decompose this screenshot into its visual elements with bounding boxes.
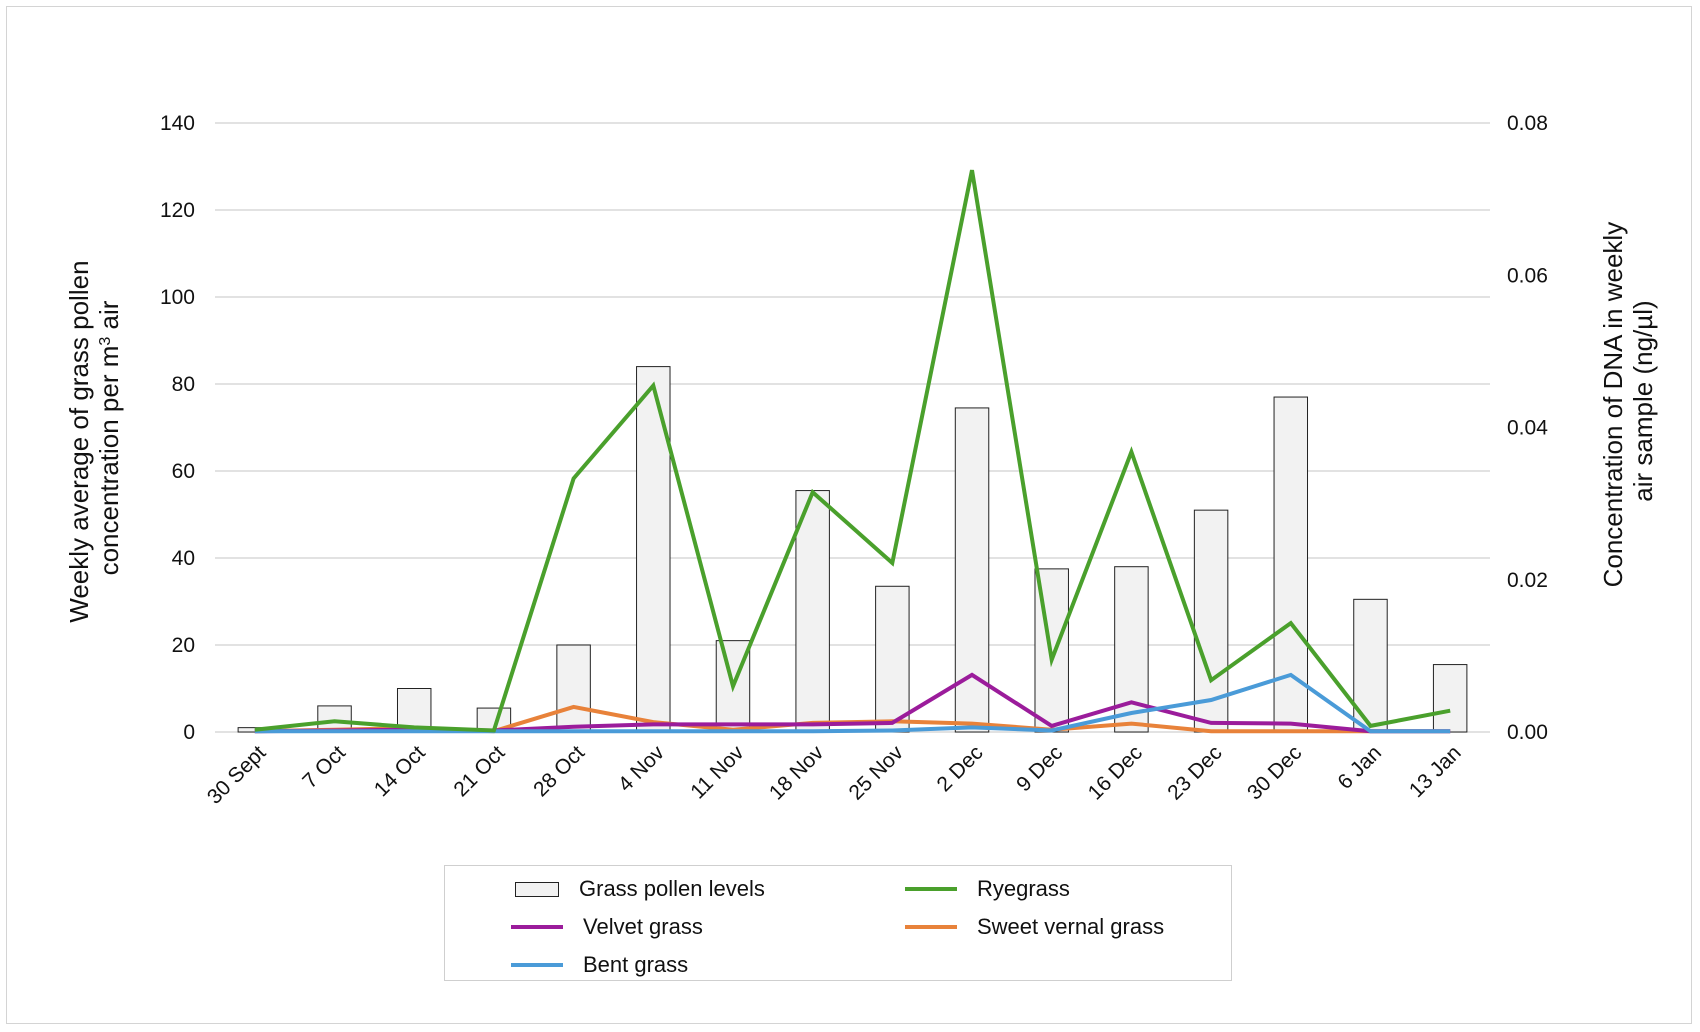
x-tick-label: 2 Dec [933, 741, 988, 796]
x-tick-label: 21 Oct [449, 741, 509, 801]
x-tick-label: 9 Dec [1012, 741, 1067, 796]
chart-frame [6, 6, 1692, 1024]
legend-swatch-sweet-vernal-grass [905, 925, 957, 929]
bar [875, 585, 910, 733]
legend-item-sweet-vernal-grass: Sweet vernal grass [905, 914, 1164, 940]
x-tick-label: 25 Nov [845, 741, 909, 805]
bar [396, 688, 432, 733]
bar [954, 407, 990, 733]
legend-item-grass-pollen: Grass pollen levels [515, 876, 765, 902]
legend-item-bent-grass: Bent grass [511, 952, 688, 978]
left-tick-label: 20 [172, 634, 195, 657]
legend-label: Bent grass [583, 952, 689, 977]
right-tick-label: 0.04 [1507, 417, 1548, 440]
bar [556, 644, 591, 733]
left-tick-label: 80 [172, 373, 195, 396]
legend-swatch-bent-grass [511, 963, 563, 967]
left-tick-label: 140 [160, 112, 195, 135]
legend-label: Sweet vernal grass [977, 914, 1165, 939]
left-tick-label: 100 [160, 286, 195, 309]
right-axis-ticks: 0.00 0.02 0.04 0.06 0.08 [1507, 112, 1548, 744]
right-tick-label: 0.02 [1507, 569, 1548, 592]
x-tick-label: 6 Jan [1333, 741, 1386, 794]
bar [795, 490, 830, 733]
legend-item-velvet-grass: Velvet grass [511, 914, 703, 940]
x-tick-label: 28 Oct [529, 741, 589, 801]
x-tick-label: 7 Oct [298, 741, 350, 793]
legend-item-ryegrass: Ryegrass [905, 876, 1070, 902]
x-tick-label: 30 Dec [1243, 741, 1306, 804]
left-axis-ticks: 0 20 40 60 80 100 120 140 [160, 112, 195, 744]
legend-label: Velvet grass [583, 914, 703, 939]
x-tick-label: 18 Nov [765, 741, 829, 805]
left-tick-label: 40 [172, 547, 195, 570]
x-tick-label: 13 Jan [1405, 741, 1466, 802]
legend-swatch-grass-pollen [515, 881, 559, 897]
x-tick-label: 30 Sept [203, 741, 271, 809]
x-axis-ticks: 30 Sept 7 Oct 14 Oct 21 Oct 28 Oct 4 Nov 11 No… [203, 741, 1466, 809]
series-line-velvet-grass [254, 672, 1451, 734]
left-tick-label: 0 [183, 721, 195, 744]
right-tick-label: 0.00 [1507, 721, 1548, 744]
x-tick-label: 16 Dec [1084, 741, 1147, 804]
series-lines [254, 169, 1451, 734]
right-axis-title: Concentration of DNA in weekly air sampl… [1598, 215, 1658, 588]
bar [1432, 664, 1468, 733]
legend-swatch-velvet-grass [511, 925, 563, 929]
x-tick-label: 23 Dec [1163, 741, 1226, 804]
left-axis-title: Weekly average of grass pollen concentra… [64, 253, 124, 623]
legend-swatch-ryegrass [905, 887, 957, 891]
right-tick-label: 0.08 [1507, 112, 1548, 135]
x-tick-label: 4 Nov [614, 741, 669, 796]
x-tick-label: 14 Oct [370, 741, 430, 801]
left-tick-label: 60 [172, 460, 195, 483]
series-line-bent-grass [254, 672, 1451, 734]
legend-label: Grass pollen levels [579, 876, 765, 901]
series-line-ryegrass [254, 169, 1451, 733]
x-tick-label: 11 Nov [686, 741, 749, 804]
legend: Grass pollen levels Ryegrass Velvet gras… [444, 865, 1232, 981]
left-tick-label: 120 [160, 199, 195, 222]
legend-label: Ryegrass [977, 876, 1070, 901]
right-tick-label: 0.06 [1507, 264, 1548, 287]
bar [636, 366, 671, 733]
